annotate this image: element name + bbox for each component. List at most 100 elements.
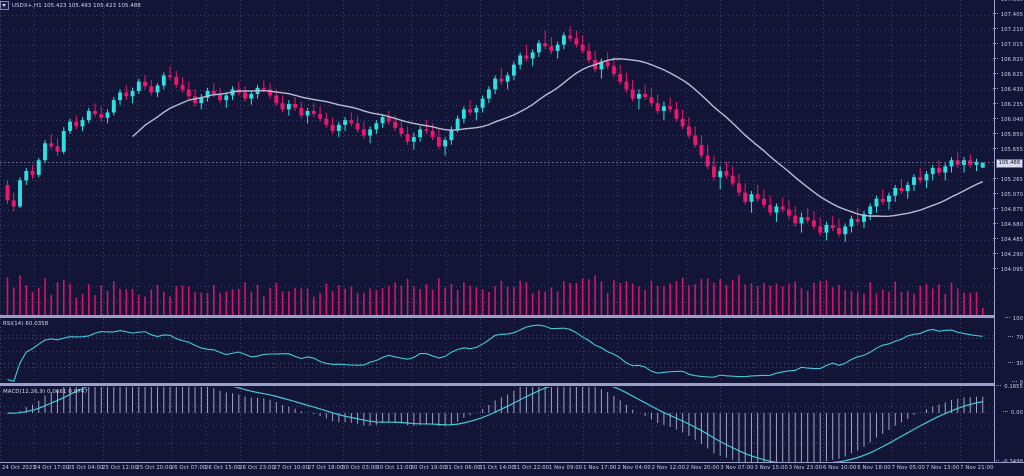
tick-dash [1003, 410, 1009, 412]
price-axis-tick: 105.850 [992, 132, 1023, 138]
chevron-down-icon[interactable] [0, 1, 9, 10]
price-axis-tick: 104.095 [992, 267, 1023, 273]
time-axis[interactable]: 24 Oct 2023 24 Oct 17:00 25 Oct 04:00 25 Oc… [0, 462, 1024, 476]
time-axis-tick: 24 Oct 17:00 [33, 465, 70, 471]
tick-dash [992, 237, 998, 239]
rsi-label: RSI(14) 60.0358 [3, 321, 49, 327]
volume-panel[interactable] [0, 270, 1024, 318]
tick-dash [994, 460, 1000, 461]
rsi-axis-tick: 70 [1008, 335, 1023, 341]
rsi-grid [0, 319, 994, 383]
time-axis-tick: 24 Oct 2023 [2, 465, 36, 471]
time-axis-tick: 31 Oct 14:00 [479, 465, 515, 471]
volume-plot-area[interactable] [0, 270, 994, 318]
tick-dash [992, 132, 998, 134]
time-axis-tick: 7 Nov 05:00 [891, 465, 926, 471]
price-axis-tick: 105.265 [992, 177, 1023, 183]
volume-panel-divider [0, 315, 994, 318]
price-axis-tick: 106.040 [992, 117, 1023, 123]
tick-dash [992, 252, 998, 254]
tick-dash [992, 222, 998, 224]
time-axis-tick: 25 Oct 20:00 [136, 465, 173, 471]
time-axis-tick: 2 Nov 12:00 [651, 465, 686, 471]
time-axis-tick: 31 Oct 06:00 [444, 465, 481, 471]
macd-panel[interactable] [0, 387, 1024, 462]
moving-average-line [0, 58, 994, 218]
price-axis-tick: 106.625 [992, 72, 1023, 78]
macd-axis-tick: 0.1855 [996, 384, 1023, 390]
time-axis-tick: 26 Oct 07:00 [170, 465, 207, 471]
price-axis-tick: 104.875 [992, 207, 1023, 213]
rsi-panel[interactable] [0, 319, 1024, 383]
tick-dash [992, 268, 998, 269]
time-axis-tick: 2 Nov 20:00 [685, 465, 720, 471]
price-axis-tick: 104.680 [992, 222, 1023, 228]
price-axis-tick: 104.485 [992, 237, 1023, 243]
tick-dash [992, 28, 998, 30]
macd-label: MACD(12,26,9) 0.0661 0.0747 [3, 389, 88, 395]
time-axis-tick: 31 Oct 22:00 [513, 465, 550, 471]
price-grid [0, 0, 994, 270]
tick-dash [992, 207, 998, 209]
time-axis-tick: 1 Nov 17:00 [583, 465, 617, 471]
tick-dash [992, 13, 998, 15]
time-axis-tick: 2 Nov 04:00 [617, 465, 651, 471]
time-axis-tick: 30 Oct 11:00 [376, 465, 413, 471]
macd-axis-tick: 0.00 [1003, 410, 1023, 416]
time-axis-tick: 25 Oct 04:00 [67, 465, 104, 471]
time-axis-tick: 3 Nov 23:00 [788, 465, 823, 471]
time-axis-tick: 27 Oct 10:00 [273, 465, 310, 471]
time-axis-tick: 30 Oct 03:00 [342, 465, 378, 471]
time-axis-tick: 6 Nov 18:00 [857, 465, 891, 471]
tick-dash [996, 385, 1002, 386]
price-plot-area[interactable] [0, 0, 994, 270]
tick-dash [992, 103, 998, 105]
tick-dash [992, 147, 998, 149]
current-price-tag[interactable]: 105.488 [995, 158, 1023, 168]
tick-dash [992, 192, 998, 194]
price-axis-tick: 107.210 [992, 27, 1023, 33]
tick-dash [992, 58, 998, 60]
price-axis-tick: 106.820 [992, 57, 1023, 63]
tick-dash [992, 43, 998, 45]
price-axis[interactable]: 107.600 107.405 107.210 107.015 106.820 106.6… [992, 0, 1024, 465]
tick-dash [1011, 381, 1017, 382]
tick-dash [992, 118, 998, 120]
time-axis-tick: 27 Oct 18:00 [307, 465, 344, 471]
tick-dash [992, 88, 998, 90]
time-axis-tick: 7 Nov 21:00 [960, 465, 994, 471]
macd-grid [0, 387, 994, 462]
time-axis-tick: 1 Nov 09:00 [548, 465, 583, 471]
time-axis-tick: 7 Nov 13:00 [925, 465, 960, 471]
price-axis-tick: 105.070 [992, 192, 1023, 198]
price-axis-tick: 107.015 [992, 42, 1023, 48]
price-axis-tick: 106.430 [992, 87, 1023, 93]
tick-dash [1008, 336, 1014, 338]
macd-plot-area[interactable] [0, 387, 994, 462]
price-axis-tick: 105.655 [992, 147, 1023, 153]
time-axis-tick: 26 Oct 23:00 [239, 465, 275, 471]
tick-dash [1008, 361, 1014, 363]
rsi-panel-divider [0, 383, 994, 386]
candlestick-series [5, 26, 985, 242]
tick-dash [992, 73, 998, 75]
rsi-plot-area[interactable] [0, 319, 994, 383]
time-axis-tick: 25 Oct 12:00 [102, 465, 138, 471]
rsi-axis-tick: 100 [1004, 316, 1023, 322]
price-chart-panel[interactable] [0, 0, 1024, 270]
time-axis-tick: 3 Nov 07:00 [720, 465, 754, 471]
price-axis-tick: 107.405 [992, 12, 1023, 18]
tick-dash [1004, 317, 1010, 318]
macd-series [0, 387, 994, 462]
time-axis-tick: 26 Oct 15:00 [204, 465, 241, 471]
rsi-axis-tick: 30 [1008, 361, 1023, 367]
price-axis-tick: 104.290 [992, 252, 1023, 258]
price-axis-tick: 106.235 [992, 102, 1023, 108]
time-axis-tick: 6 Nov 10:00 [823, 465, 857, 471]
price-axis-tick: 107.600 [1000, 0, 1023, 3]
time-axis-tick: 3 Nov 15:00 [754, 465, 788, 471]
symbol-ohlc-label: USDX+,H1 105.423 105.493 105.423 105.488 [12, 2, 141, 9]
tick-dash [992, 177, 998, 179]
rsi-line [0, 324, 994, 383]
